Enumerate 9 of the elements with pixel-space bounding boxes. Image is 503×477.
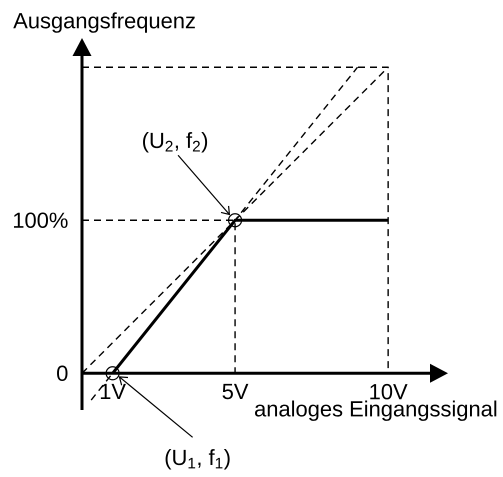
annotation: (U$_{1}$, f$_{1}$) [166,449,230,470]
x-axis-title: analoges Eingangssignal [255,400,496,421]
y-tick-label: 0 [57,366,68,382]
x-tick-label: 10V [370,384,408,400]
annotation: (U$_{2}$, f$_{2}$) [143,132,208,152]
y-axis-title: Ausgangsfrequenz [13,12,195,33]
x-tick-label: 1V [100,384,126,399]
x-tick-label: 5V [222,384,248,400]
y-tick-label: 100% [14,212,68,228]
